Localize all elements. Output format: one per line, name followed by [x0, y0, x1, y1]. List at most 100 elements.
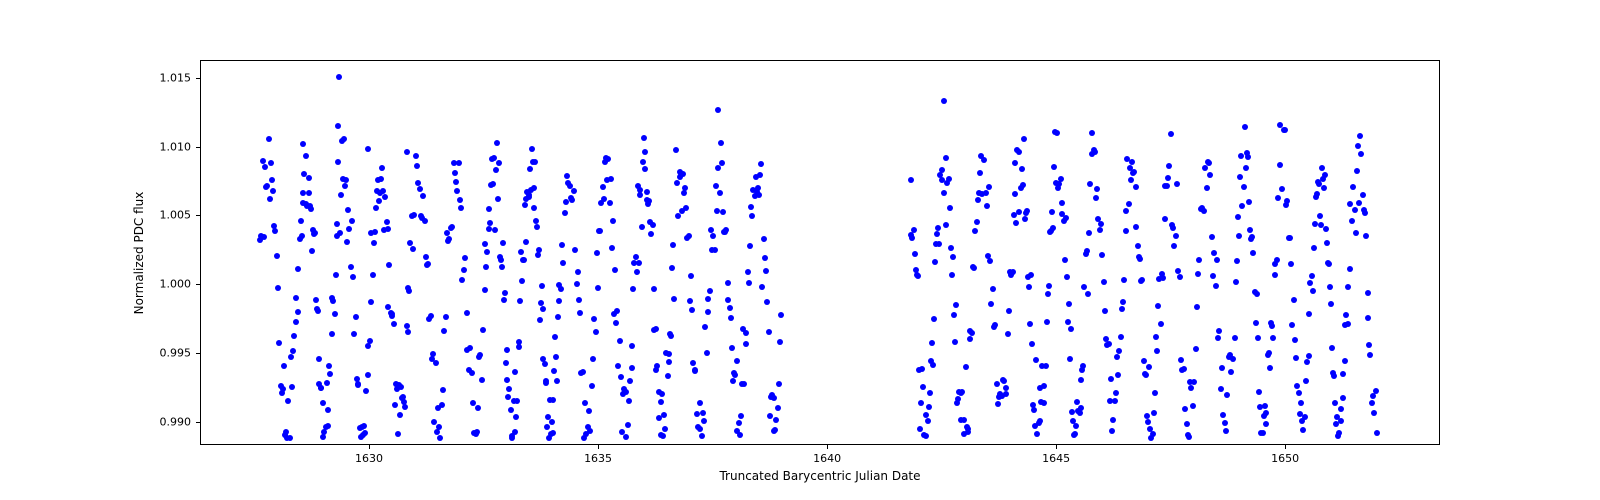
- scatter-point: [1241, 184, 1247, 190]
- scatter-point: [1116, 348, 1122, 354]
- scatter-point: [555, 314, 561, 320]
- scatter-point: [529, 146, 535, 152]
- scatter-point: [1186, 434, 1192, 440]
- x-tick: [369, 445, 370, 449]
- scatter-point: [300, 141, 306, 147]
- scatter-point: [1210, 273, 1216, 279]
- scatter-point: [1010, 269, 1016, 275]
- scatter-point: [334, 221, 340, 227]
- scatter-point: [502, 290, 508, 296]
- scatter-point: [762, 255, 768, 261]
- scatter-point: [1119, 306, 1125, 312]
- scatter-point: [291, 333, 297, 339]
- scatter-point: [1093, 195, 1099, 201]
- scatter-point: [281, 363, 287, 369]
- scatter-point: [1327, 284, 1333, 290]
- scatter-point: [988, 301, 994, 307]
- scatter-point: [1279, 186, 1285, 192]
- scatter-point: [593, 329, 599, 335]
- scatter-point: [697, 426, 703, 432]
- x-tick-label: 1640: [813, 452, 841, 465]
- scatter-point: [586, 408, 592, 414]
- plot-area: [200, 60, 1440, 445]
- scatter-point: [1068, 326, 1074, 332]
- scatter-point: [267, 196, 273, 202]
- scatter-point: [264, 183, 270, 189]
- scatter-point: [1171, 243, 1177, 249]
- scatter-point: [1059, 200, 1065, 206]
- scatter-point: [651, 286, 657, 292]
- scatter-point: [508, 407, 514, 413]
- scatter-point: [660, 433, 666, 439]
- scatter-point: [1237, 174, 1243, 180]
- scatter-point: [1202, 165, 1208, 171]
- scatter-point: [941, 98, 947, 104]
- scatter-point: [728, 315, 734, 321]
- scatter-point: [269, 177, 275, 183]
- scatter-point: [482, 287, 488, 293]
- scatter-point: [1371, 410, 1377, 416]
- scatter-point: [587, 428, 593, 434]
- scatter-point: [702, 324, 708, 330]
- scatter-point: [1222, 420, 1228, 426]
- scatter-point: [617, 338, 623, 344]
- scatter-point: [912, 251, 918, 257]
- scatter-point: [446, 236, 452, 242]
- scatter-point: [406, 288, 412, 294]
- scatter-point: [365, 372, 371, 378]
- scatter-point: [313, 297, 319, 303]
- scatter-point: [925, 418, 931, 424]
- scatter-point: [1306, 311, 1312, 317]
- scatter-point: [673, 147, 679, 153]
- scatter-point: [539, 283, 545, 289]
- scatter-point: [1128, 177, 1134, 183]
- scatter-point: [1350, 184, 1356, 190]
- scatter-point: [423, 254, 429, 260]
- scatter-point: [518, 249, 524, 255]
- scatter-point: [612, 267, 618, 273]
- scatter-point: [1220, 412, 1226, 418]
- scatter-point: [1277, 162, 1283, 168]
- scatter-point: [1184, 421, 1190, 427]
- scatter-point: [582, 400, 588, 406]
- scatter-point: [1155, 303, 1161, 309]
- scatter-point: [1340, 371, 1346, 377]
- scatter-point: [458, 205, 464, 211]
- scatter-point: [1181, 366, 1187, 372]
- scatter-point: [732, 372, 738, 378]
- scatter-point: [413, 153, 419, 159]
- scatter-point: [1051, 164, 1057, 170]
- scatter-point: [514, 398, 520, 404]
- scatter-point: [477, 352, 483, 358]
- scatter-point: [608, 176, 614, 182]
- scatter-point: [1016, 209, 1022, 215]
- scatter-point: [759, 284, 765, 290]
- scatter-point: [615, 363, 621, 369]
- scatter-point: [295, 266, 301, 272]
- scatter-point: [309, 248, 315, 254]
- scatter-point: [1054, 130, 1060, 136]
- scatter-point: [977, 170, 983, 176]
- scatter-point: [379, 165, 385, 171]
- scatter-point: [558, 286, 564, 292]
- scatter-point: [496, 160, 502, 166]
- scatter-point: [671, 296, 677, 302]
- scatter-point: [1343, 312, 1349, 318]
- scatter-point: [713, 183, 719, 189]
- scatter-point: [1123, 208, 1129, 214]
- scatter-point: [1063, 215, 1069, 221]
- scatter-point: [1284, 198, 1290, 204]
- scatter-point: [646, 198, 652, 204]
- scatter-point: [289, 384, 295, 390]
- scatter-point: [629, 365, 635, 371]
- scatter-point: [474, 429, 480, 435]
- scatter-point: [1207, 172, 1213, 178]
- scatter-point: [306, 175, 312, 181]
- scatter-point: [1102, 308, 1108, 314]
- scatter-point: [274, 253, 280, 259]
- scatter-point: [915, 273, 921, 279]
- scatter-point: [411, 212, 417, 218]
- scatter-point: [909, 235, 915, 241]
- scatter-point: [1006, 308, 1012, 314]
- scatter-point: [1282, 127, 1288, 133]
